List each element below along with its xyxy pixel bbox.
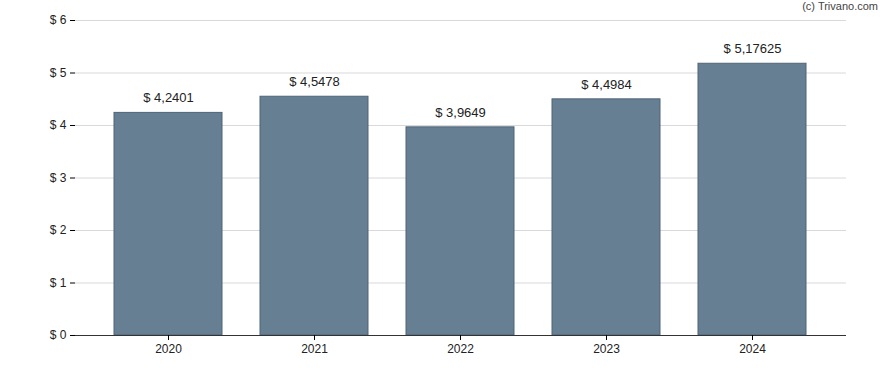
svg-text:$ 1: $ 1	[50, 276, 67, 290]
svg-text:$ 5,17625: $ 5,17625	[724, 41, 782, 56]
svg-text:2021: 2021	[301, 342, 328, 356]
svg-text:2024: 2024	[739, 342, 766, 356]
svg-text:$ 4,2401: $ 4,2401	[143, 90, 194, 105]
svg-text:2020: 2020	[155, 342, 182, 356]
svg-text:2023: 2023	[593, 342, 620, 356]
svg-text:$ 0: $ 0	[50, 328, 67, 342]
svg-text:$ 3: $ 3	[50, 171, 67, 185]
svg-text:$ 3,9649: $ 3,9649	[435, 105, 486, 120]
svg-text:$ 4,4984: $ 4,4984	[581, 76, 632, 91]
svg-text:$ 4,5478: $ 4,5478	[289, 74, 340, 89]
html-text:(c) Trivano.com: (c) Trivano.com	[802, 0, 878, 12]
svg-text:$ 5: $ 5	[50, 66, 67, 80]
svg-text:$ 6: $ 6	[50, 13, 67, 27]
svg-text:2022: 2022	[447, 342, 474, 356]
svg-text:$ 4: $ 4	[50, 118, 67, 132]
svg-text:$ 2: $ 2	[50, 223, 67, 237]
